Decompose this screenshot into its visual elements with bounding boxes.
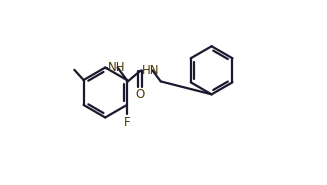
Text: F: F <box>124 116 130 129</box>
Text: HN: HN <box>142 64 159 77</box>
Text: NH: NH <box>108 61 125 74</box>
Text: O: O <box>135 88 145 101</box>
